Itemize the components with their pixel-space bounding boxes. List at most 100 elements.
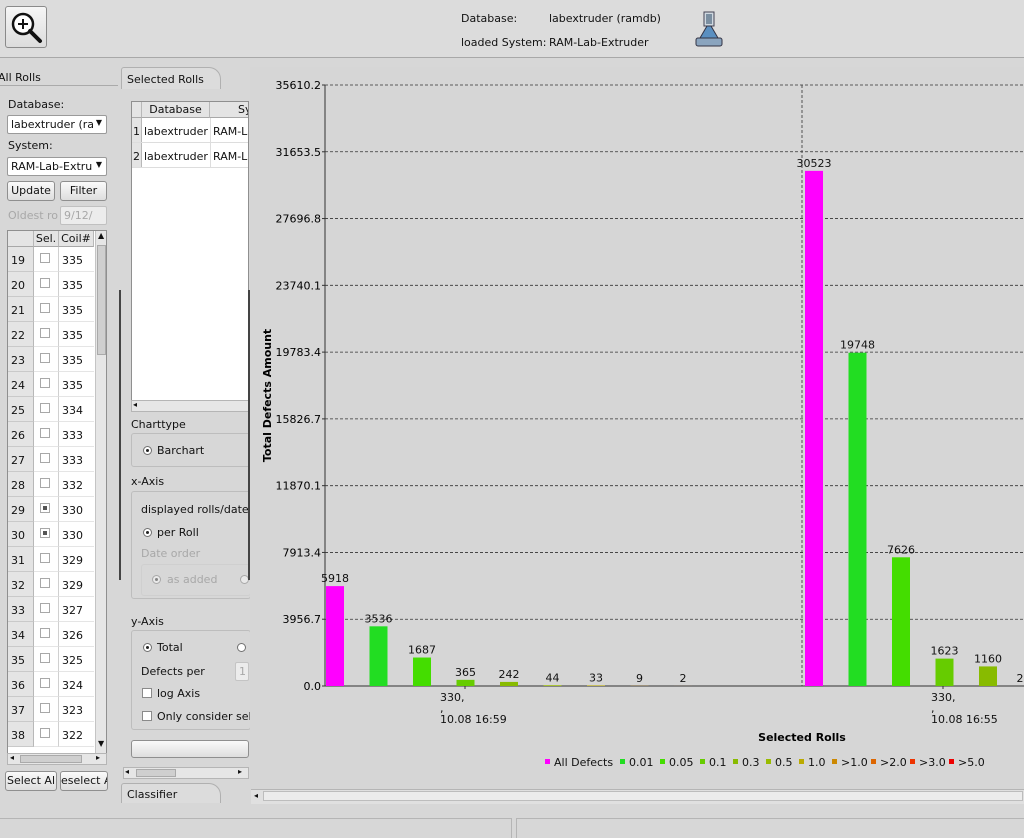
select-checkbox[interactable] — [40, 578, 50, 588]
sel-cell[interactable] — [34, 322, 59, 347]
table-horizontal-scrollbar[interactable]: ◂ ▸ — [7, 753, 107, 765]
sel-cell[interactable] — [34, 647, 59, 672]
scrollbar-thumb[interactable] — [97, 245, 106, 355]
filter-button[interactable]: Filter — [60, 181, 107, 201]
apply-button[interactable] — [131, 740, 249, 758]
scroll-left-icon[interactable]: ◂ — [10, 753, 15, 762]
sel-cell[interactable] — [34, 347, 59, 372]
table-row[interactable]: 20 335 — [8, 272, 94, 297]
chart-hscrollbar[interactable]: ◂ — [251, 789, 1024, 804]
tab-selected-rolls[interactable]: Selected Rolls — [121, 67, 221, 89]
select-checkbox[interactable] — [40, 553, 50, 563]
table-row[interactable]: 38 322 — [8, 722, 94, 747]
sel-cell[interactable] — [34, 597, 59, 622]
table-row[interactable]: 30 330 — [8, 522, 94, 547]
table-row[interactable]: 33 327 — [8, 597, 94, 622]
scroll-left-icon[interactable]: ◂ — [133, 400, 138, 409]
table-row[interactable]: 35 325 — [8, 647, 94, 672]
select-checkbox[interactable] — [40, 528, 50, 538]
scroll-up-icon[interactable]: ▲ — [98, 231, 105, 240]
scroll-right-icon[interactable]: ▸ — [238, 767, 243, 776]
sel-cell[interactable] — [34, 697, 59, 722]
table-row[interactable]: 23 335 — [8, 347, 94, 372]
sel-cell[interactable] — [34, 522, 59, 547]
table-row[interactable]: 21 335 — [8, 297, 94, 322]
table-row[interactable]: 32 329 — [8, 572, 94, 597]
table-row[interactable]: 19 335 — [8, 247, 94, 272]
sel-cell[interactable] — [34, 422, 59, 447]
sel-cell[interactable] — [34, 547, 59, 572]
select-checkbox[interactable] — [40, 703, 50, 713]
coil-column-header[interactable]: Coil# — [59, 231, 94, 247]
scroll-left-icon[interactable]: ◂ — [125, 767, 130, 776]
y-axis-radio-2[interactable] — [237, 643, 246, 652]
scroll-left-icon[interactable]: ◂ — [254, 791, 259, 800]
selected-table-hscrollbar[interactable]: ◂ — [131, 400, 249, 412]
sel-cell[interactable] — [34, 372, 59, 397]
mid-panel-hscrollbar[interactable]: ◂ ▸ — [123, 767, 249, 779]
sel-cell[interactable] — [34, 722, 59, 747]
table-row[interactable]: 28 332 — [8, 472, 94, 497]
select-checkbox[interactable] — [40, 478, 50, 488]
scroll-down-icon[interactable]: ▼ — [98, 739, 105, 748]
per-roll-radio[interactable] — [143, 528, 152, 537]
tab-classifier[interactable]: Classifier — [121, 783, 221, 803]
system-column-header[interactable]: Sy — [210, 102, 248, 118]
table-vertical-scrollbar[interactable]: ▲ ▼ — [95, 231, 106, 754]
hscroll-thumb[interactable] — [263, 791, 1023, 801]
select-checkbox[interactable] — [40, 453, 50, 463]
as-added-radio[interactable] — [152, 575, 161, 584]
splitter[interactable] — [248, 290, 250, 580]
table-row[interactable]: 22 335 — [8, 322, 94, 347]
select-checkbox[interactable] — [40, 328, 50, 338]
tab-all-rolls[interactable]: All Rolls — [0, 71, 41, 84]
table-row[interactable]: 34 326 — [8, 622, 94, 647]
sel-cell[interactable] — [34, 397, 59, 422]
deselect-all-button[interactable]: eselect A — [60, 771, 108, 791]
select-checkbox[interactable] — [40, 728, 50, 738]
select-checkbox[interactable] — [40, 253, 50, 263]
hscroll-thumb[interactable] — [136, 769, 176, 777]
table-row[interactable]: 31 329 — [8, 547, 94, 572]
sel-cell[interactable] — [34, 472, 59, 497]
hscroll-thumb[interactable] — [20, 755, 82, 763]
barchart-radio[interactable] — [143, 446, 152, 455]
splitter[interactable] — [119, 290, 121, 580]
sel-cell[interactable] — [34, 572, 59, 597]
table-row[interactable]: 27 333 — [8, 447, 94, 472]
table-row[interactable]: 37 323 — [8, 697, 94, 722]
select-checkbox[interactable] — [40, 278, 50, 288]
update-button[interactable]: Update — [7, 181, 55, 201]
log-axis-checkbox[interactable] — [142, 688, 152, 698]
oldest-roll-spinner[interactable]: 9/12/ — [60, 206, 107, 225]
sel-cell[interactable] — [34, 297, 59, 322]
zoom-button[interactable] — [5, 6, 47, 48]
sel-column-header[interactable]: Sel. — [34, 231, 59, 247]
table-row[interactable]: 26 333 — [8, 422, 94, 447]
defects-per-field[interactable]: 1 — [235, 662, 249, 681]
table-row[interactable]: 36 324 — [8, 672, 94, 697]
sel-cell[interactable] — [34, 622, 59, 647]
database-select[interactable]: labextruder (ra ▼ — [7, 115, 107, 134]
sel-cell[interactable] — [34, 272, 59, 297]
system-select[interactable]: RAM-Lab-Extru ▼ — [7, 157, 107, 176]
only-consider-checkbox[interactable] — [142, 711, 152, 721]
sel-cell[interactable] — [34, 247, 59, 272]
select-checkbox[interactable] — [40, 678, 50, 688]
total-radio[interactable] — [143, 643, 152, 652]
scroll-right-icon[interactable]: ▸ — [96, 753, 101, 762]
select-checkbox[interactable] — [40, 303, 50, 313]
sel-cell[interactable] — [34, 497, 59, 522]
select-checkbox[interactable] — [40, 353, 50, 363]
sel-cell[interactable] — [34, 672, 59, 697]
select-all-button[interactable]: Select Al — [5, 771, 57, 791]
select-checkbox[interactable] — [40, 628, 50, 638]
sel-cell[interactable] — [34, 447, 59, 472]
select-checkbox[interactable] — [40, 403, 50, 413]
select-checkbox[interactable] — [40, 428, 50, 438]
table-row[interactable]: 25 334 — [8, 397, 94, 422]
database-column-header[interactable]: Database — [142, 102, 210, 118]
select-checkbox[interactable] — [40, 503, 50, 513]
